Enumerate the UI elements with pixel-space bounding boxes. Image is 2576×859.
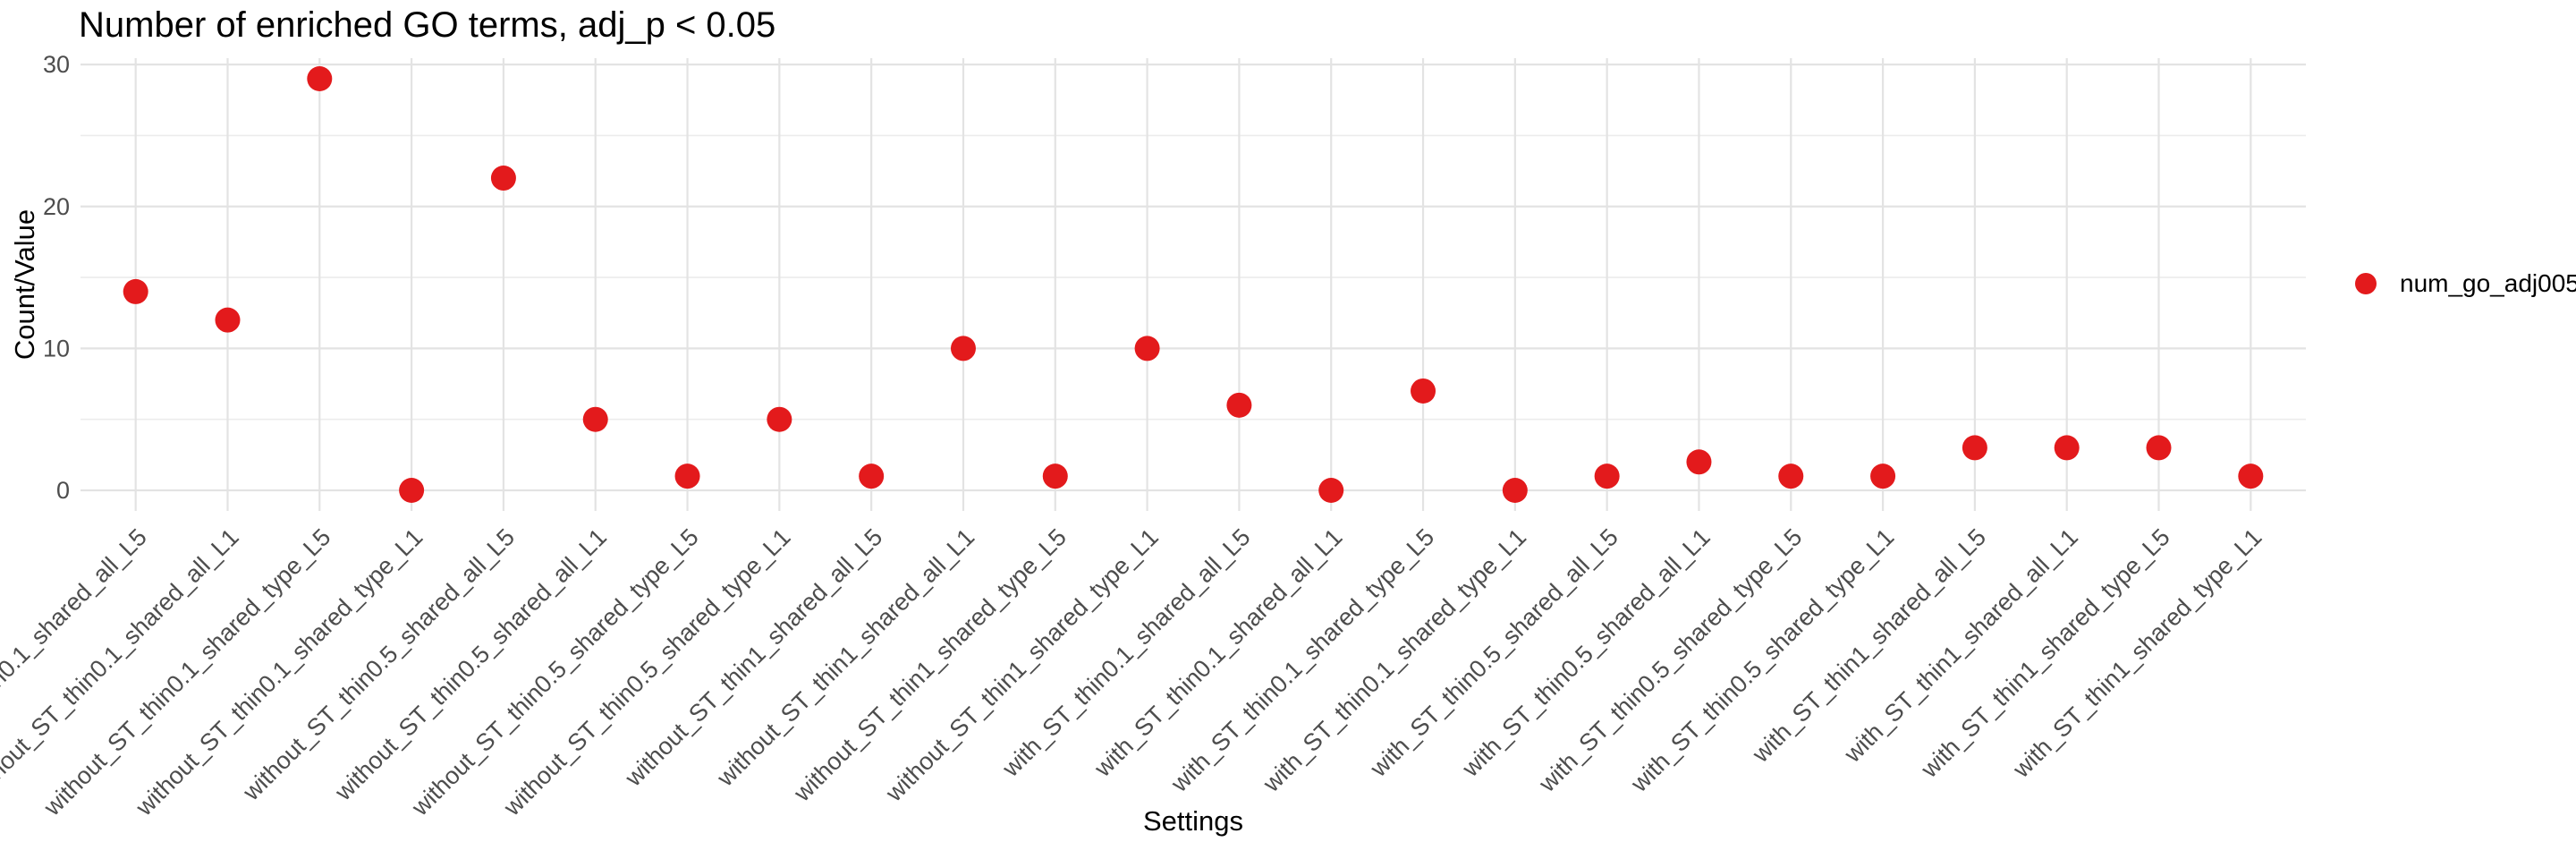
data-point bbox=[1411, 378, 1436, 404]
y-tick-label: 30 bbox=[43, 51, 70, 78]
data-point bbox=[1226, 392, 1252, 418]
data-point bbox=[1134, 336, 1160, 361]
data-point bbox=[2146, 435, 2172, 461]
gridlines-minor bbox=[80, 134, 2306, 421]
data-point bbox=[950, 336, 976, 361]
data-point bbox=[1042, 464, 1068, 489]
y-tick-label: 0 bbox=[56, 477, 70, 504]
data-point bbox=[767, 406, 792, 432]
data-point bbox=[2054, 435, 2080, 461]
y-axis-title: Count/Value bbox=[9, 208, 40, 361]
data-point bbox=[674, 464, 700, 489]
data-point bbox=[859, 464, 885, 489]
data-point bbox=[215, 307, 241, 333]
y-tick-label: 20 bbox=[43, 193, 70, 220]
legend-marker-icon bbox=[2355, 273, 2377, 294]
data-point bbox=[1594, 464, 1620, 489]
legend: num_go_adj005 bbox=[2355, 269, 2576, 298]
chart-title: Number of enriched GO terms, adj_p < 0.0… bbox=[79, 5, 776, 45]
data-point bbox=[1778, 464, 1804, 489]
data-point bbox=[307, 66, 333, 91]
data-point bbox=[1502, 478, 1528, 503]
gridlines-major bbox=[80, 58, 2306, 511]
data-point bbox=[1318, 478, 1344, 503]
data-point bbox=[582, 406, 608, 432]
data-points bbox=[123, 66, 2264, 503]
y-axis-tick-labels: 0 10 20 30 bbox=[43, 51, 70, 504]
data-point bbox=[123, 278, 148, 304]
x-axis-tick-labels: without_ST_thin0.1_shared_all_L5without_… bbox=[0, 523, 2267, 821]
legend-label: num_go_adj005 bbox=[2400, 269, 2576, 297]
data-point bbox=[490, 166, 516, 191]
data-point bbox=[1686, 449, 1712, 475]
x-axis-title: Settings bbox=[1142, 805, 1244, 837]
data-point bbox=[1870, 464, 1896, 489]
y-tick-label: 10 bbox=[43, 335, 70, 361]
data-point bbox=[2238, 464, 2264, 489]
data-point bbox=[399, 478, 425, 503]
data-point bbox=[1962, 435, 1987, 461]
